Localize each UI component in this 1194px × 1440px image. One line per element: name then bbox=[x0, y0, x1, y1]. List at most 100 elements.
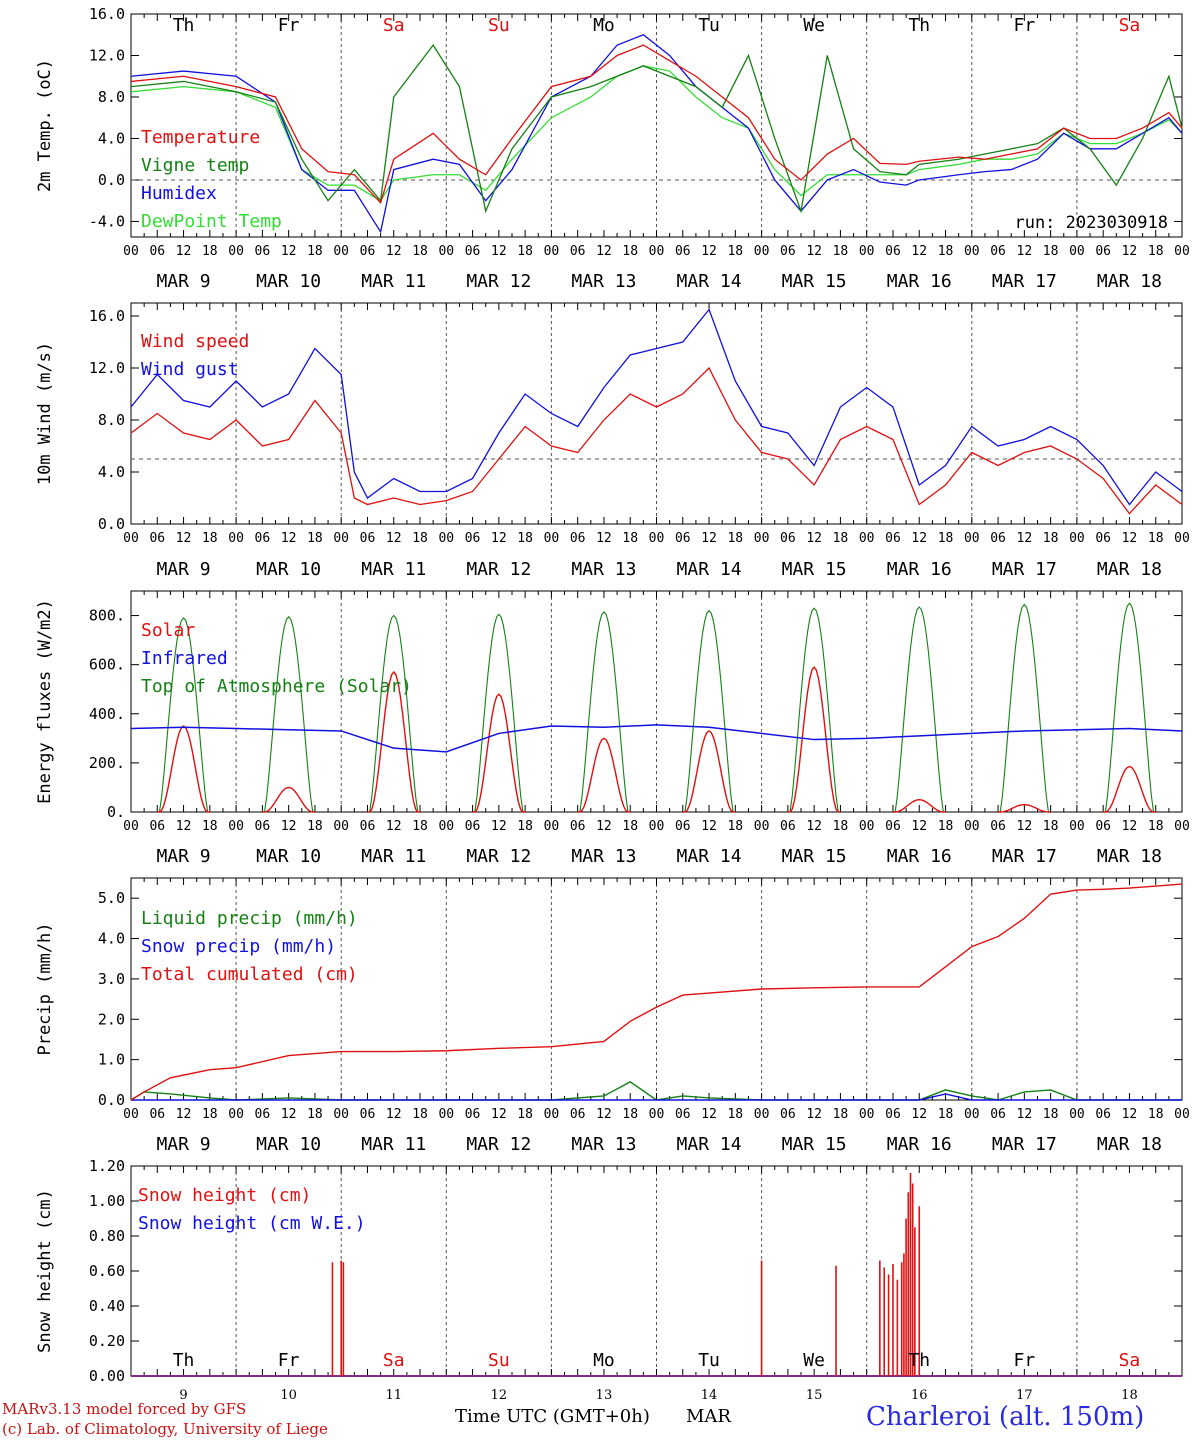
hour-tick-label: 18 bbox=[1148, 531, 1164, 546]
hour-tick-label: 12 bbox=[1017, 819, 1033, 834]
y-tick-label: 16.0 bbox=[89, 307, 125, 325]
hour-tick-label: 12 bbox=[281, 1107, 297, 1122]
legend-liquid-precip-mm-h-: Liquid precip (mm/h) bbox=[141, 908, 358, 929]
hour-tick-label: 00 bbox=[964, 244, 980, 259]
date-label: MAR 14 bbox=[677, 559, 742, 580]
hour-tick-label: 12 bbox=[281, 531, 297, 546]
date-number: 10 bbox=[280, 1388, 297, 1403]
date-label: MAR 18 bbox=[1097, 271, 1162, 292]
y-tick-label: 1.20 bbox=[89, 1157, 125, 1175]
date-label: MAR 10 bbox=[256, 1134, 321, 1155]
date-label: MAR 15 bbox=[782, 559, 847, 580]
hour-tick-label: 06 bbox=[465, 244, 481, 259]
hour-tick-label: 18 bbox=[412, 531, 428, 546]
hour-tick-label: 18 bbox=[622, 1107, 638, 1122]
y-tick-label: 4.0 bbox=[98, 930, 125, 948]
hour-tick-label: 18 bbox=[517, 1107, 533, 1122]
panel-1 bbox=[130, 13, 1183, 238]
y-tick-label: 200. bbox=[89, 754, 125, 772]
y-tick-label: 8.0 bbox=[98, 88, 125, 106]
day-name: Th bbox=[173, 15, 195, 36]
hour-tick-label: 06 bbox=[990, 1107, 1006, 1122]
hour-tick-label: 00 bbox=[1069, 531, 1085, 546]
y-tick-label: 0.0 bbox=[98, 515, 125, 533]
toa-solar-curve bbox=[367, 614, 421, 813]
hour-tick-label: 12 bbox=[491, 244, 507, 259]
hour-tick-label: 06 bbox=[1095, 531, 1111, 546]
day-name: Th bbox=[908, 15, 930, 36]
hour-tick-label: 00 bbox=[859, 531, 875, 546]
day-name: Sa bbox=[1119, 15, 1141, 36]
series-line bbox=[130, 308, 1183, 506]
y-tick-label: 400. bbox=[89, 705, 125, 723]
hour-tick-label: 18 bbox=[307, 244, 323, 259]
hour-tick-label: 18 bbox=[1148, 1107, 1164, 1122]
hour-tick-label: 00 bbox=[438, 531, 454, 546]
hour-tick-label: 06 bbox=[149, 531, 165, 546]
panel-2 bbox=[130, 302, 1183, 525]
hour-tick-label: 18 bbox=[833, 244, 849, 259]
date-label: MAR 17 bbox=[992, 559, 1057, 580]
hour-tick-label: 06 bbox=[1095, 819, 1111, 834]
hour-tick-label: 00 bbox=[1069, 819, 1085, 834]
hour-tick-label: 18 bbox=[307, 819, 323, 834]
legend-top-of-atmosphere-solar-: Top of Atmosphere (Solar) bbox=[141, 676, 412, 697]
legend-snow-precip-mm-h-: Snow precip (mm/h) bbox=[141, 936, 336, 957]
date-label: MAR 9 bbox=[156, 271, 210, 292]
hour-tick-label: 06 bbox=[360, 244, 376, 259]
y-tick-label: -4.0 bbox=[89, 212, 125, 230]
date-label: MAR 16 bbox=[887, 559, 952, 580]
date-label: MAR 11 bbox=[361, 846, 426, 867]
hour-tick-label: 18 bbox=[622, 819, 638, 834]
hour-tick-label: 06 bbox=[465, 1107, 481, 1122]
toa-solar-curve bbox=[682, 609, 736, 813]
x-axis-title: Time UTC (GMT+0h) bbox=[455, 1406, 650, 1427]
hour-tick-label: 00 bbox=[1069, 1107, 1085, 1122]
hour-tick-label: 12 bbox=[911, 531, 927, 546]
hour-tick-label: 12 bbox=[491, 531, 507, 546]
solar-curve bbox=[1103, 765, 1156, 813]
date-label: MAR 18 bbox=[1097, 1134, 1162, 1155]
y-tick-label: 0.00 bbox=[89, 1367, 125, 1385]
day-name: Sa bbox=[383, 1350, 405, 1371]
legend-total-cumulated-cm-: Total cumulated (cm) bbox=[141, 964, 358, 985]
hour-tick-label: 00 bbox=[544, 531, 560, 546]
hour-tick-label: 06 bbox=[149, 1107, 165, 1122]
solar-curve bbox=[892, 799, 946, 813]
date-label: MAR 13 bbox=[571, 559, 636, 580]
hour-tick-label: 18 bbox=[1043, 819, 1059, 834]
date-label: MAR 18 bbox=[1097, 559, 1162, 580]
y-axis-title-energy: Energy fluxes (W/m2) bbox=[35, 599, 55, 804]
hour-tick-label: 00 bbox=[123, 1107, 139, 1122]
plot-frame bbox=[130, 13, 1183, 238]
series-line bbox=[130, 366, 1183, 515]
hour-tick-label: 00 bbox=[964, 819, 980, 834]
hour-tick-label: 00 bbox=[333, 531, 349, 546]
hour-tick-label: 12 bbox=[1017, 531, 1033, 546]
y-tick-label: 5.0 bbox=[98, 889, 125, 907]
date-label: MAR 17 bbox=[992, 271, 1057, 292]
y-tick-label: 0.40 bbox=[89, 1297, 125, 1315]
date-label: MAR 11 bbox=[361, 1134, 426, 1155]
solar-curve bbox=[472, 693, 526, 813]
hour-tick-label: 00 bbox=[228, 531, 244, 546]
day-name: Tu bbox=[698, 15, 720, 36]
hour-tick-label: 00 bbox=[1174, 531, 1190, 546]
hour-tick-label: 06 bbox=[885, 531, 901, 546]
hour-tick-label: 00 bbox=[544, 819, 560, 834]
hour-tick-label: 00 bbox=[544, 244, 560, 259]
solar-curve bbox=[998, 803, 1051, 813]
hour-tick-label: 06 bbox=[255, 244, 271, 259]
series-line bbox=[130, 1081, 1182, 1101]
hour-tick-label: 12 bbox=[386, 531, 402, 546]
hour-tick-label: 00 bbox=[964, 531, 980, 546]
date-label: MAR 18 bbox=[1097, 846, 1162, 867]
day-name: Th bbox=[173, 1350, 195, 1371]
date-label: MAR 10 bbox=[256, 271, 321, 292]
hour-tick-label: 06 bbox=[149, 819, 165, 834]
hour-tick-label: 00 bbox=[228, 819, 244, 834]
date-number: 14 bbox=[701, 1388, 718, 1403]
hour-tick-label: 12 bbox=[281, 819, 297, 834]
hour-tick-label: 06 bbox=[255, 819, 271, 834]
